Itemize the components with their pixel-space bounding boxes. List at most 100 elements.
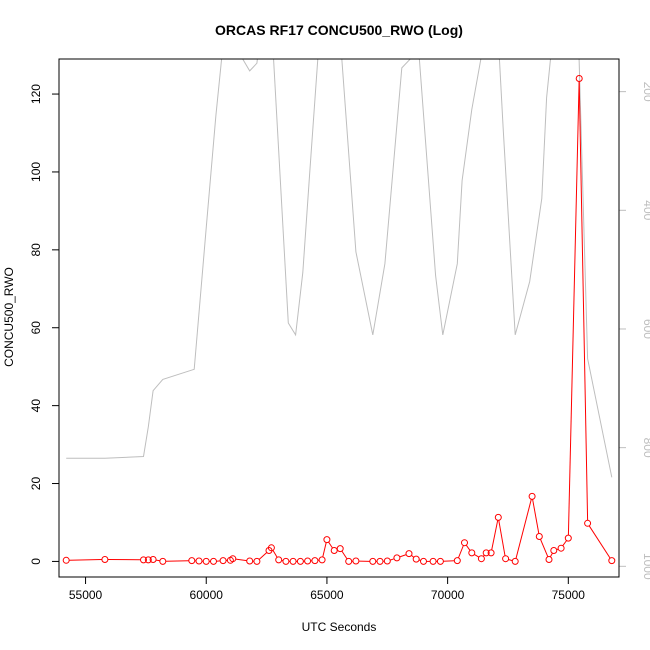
primary-data-point	[140, 556, 147, 564]
primary-data-point	[535, 533, 543, 540]
primary-data-point	[412, 555, 420, 563]
y-tick-label: 20	[29, 477, 43, 491]
plot-area-box	[58, 58, 620, 578]
primary-series-segment	[443, 560, 455, 562]
primary-series-segment	[491, 520, 499, 550]
primary-series-segment	[578, 81, 589, 521]
primary-data-point	[436, 557, 444, 565]
primary-data-point	[468, 549, 476, 557]
primary-data-point	[550, 547, 558, 554]
primary-data-point	[229, 555, 237, 563]
primary-data-point	[202, 557, 210, 565]
primary-data-point	[282, 557, 290, 565]
primary-data-point	[144, 556, 152, 564]
primary-data-point	[420, 557, 427, 565]
y-tick-label: 120	[29, 84, 43, 104]
primary-series-segment	[165, 560, 189, 562]
x-tick-label: 60000	[190, 588, 224, 602]
primary-data-point	[461, 539, 468, 547]
y-tick-label: 0	[29, 558, 43, 565]
primary-series-segment	[567, 81, 580, 536]
primary-data-point	[584, 519, 592, 527]
primary-data-point	[608, 557, 616, 565]
primary-data-point	[477, 555, 485, 563]
primary-data-point	[296, 557, 304, 565]
primary-data-point	[369, 557, 377, 565]
x-axis-label: UTC Seconds	[302, 620, 377, 634]
primary-data-point	[482, 549, 490, 557]
x-tick-label: 65000	[310, 588, 344, 602]
primary-data-point	[564, 534, 572, 542]
primary-series-segment	[549, 552, 553, 558]
primary-data-point	[330, 547, 338, 554]
primary-data-point	[345, 557, 353, 565]
primary-data-point	[275, 556, 283, 564]
primary-data-point	[336, 545, 344, 553]
primary-series-segment	[474, 553, 480, 558]
y-tick-label: 60	[29, 321, 43, 335]
primary-data-point	[159, 557, 167, 565]
primary-series-segment	[411, 555, 415, 558]
primary-data-point	[267, 544, 275, 552]
y2-tick-label: 200	[641, 82, 650, 102]
primary-series-segment	[69, 559, 102, 561]
primary-series-segment	[328, 541, 333, 549]
primary-data-point	[253, 557, 261, 565]
primary-data-point	[210, 557, 217, 565]
primary-series-segment	[457, 545, 464, 559]
primary-data-point	[429, 557, 437, 565]
primary-series-segment	[498, 520, 506, 556]
primary-data-point	[383, 557, 391, 565]
primary-data-point	[453, 557, 461, 565]
y2-tick-label: 600	[641, 319, 650, 339]
primary-data-point	[62, 556, 70, 564]
primary-data-point	[304, 557, 312, 565]
primary-series-segment	[540, 539, 549, 557]
primary-data-point	[528, 492, 536, 500]
primary-series-segment	[341, 550, 348, 560]
y2-tick-label: 1000	[641, 553, 650, 580]
primary-data-point	[487, 549, 495, 557]
y-tick-label: 80	[29, 243, 43, 257]
primary-data-point	[545, 556, 553, 563]
chart-title: ORCAS RF17 CONCU500_RWO (Log)	[215, 22, 463, 38]
primary-series-layer	[62, 75, 616, 565]
primary-series-segment	[156, 559, 160, 562]
primary-data-point	[246, 557, 254, 565]
primary-series-segment	[322, 542, 327, 558]
secondary-series-layer	[66, 59, 613, 478]
secondary-series-line	[66, 59, 613, 478]
primary-data-point	[219, 557, 227, 565]
primary-series-segment	[258, 552, 268, 560]
y2-tick-label: 800	[641, 438, 650, 458]
primary-data-point	[149, 556, 157, 563]
primary-series-segment	[515, 499, 532, 559]
primary-data-point	[289, 557, 297, 565]
primary-data-point	[101, 556, 109, 563]
x-tick-label: 55000	[69, 588, 103, 602]
primary-data-point	[376, 557, 384, 565]
y2-tick-label: 400	[641, 200, 650, 220]
y-axis-label: CONCU500_RWO	[2, 267, 16, 367]
primary-series-segment	[235, 558, 247, 562]
x-tick-label: 70000	[431, 588, 465, 602]
primary-data-point	[393, 554, 401, 562]
primary-series-segment	[508, 559, 513, 562]
primary-data-point	[323, 536, 331, 544]
x-tick-label: 75000	[552, 588, 586, 602]
primary-data-point	[557, 544, 565, 552]
primary-data-point	[502, 555, 510, 563]
primary-series-segment	[588, 525, 611, 559]
primary-series-segment	[389, 558, 395, 561]
primary-data-point	[352, 557, 360, 565]
primary-data-point	[511, 557, 519, 565]
primary-series-segment	[532, 499, 540, 534]
primary-data-point	[188, 557, 196, 565]
primary-data-point	[195, 557, 203, 565]
y-tick-label: 40	[29, 399, 43, 413]
primary-series-segment	[465, 544, 471, 551]
primary-data-point	[311, 557, 319, 565]
primary-series-segment	[399, 554, 407, 558]
